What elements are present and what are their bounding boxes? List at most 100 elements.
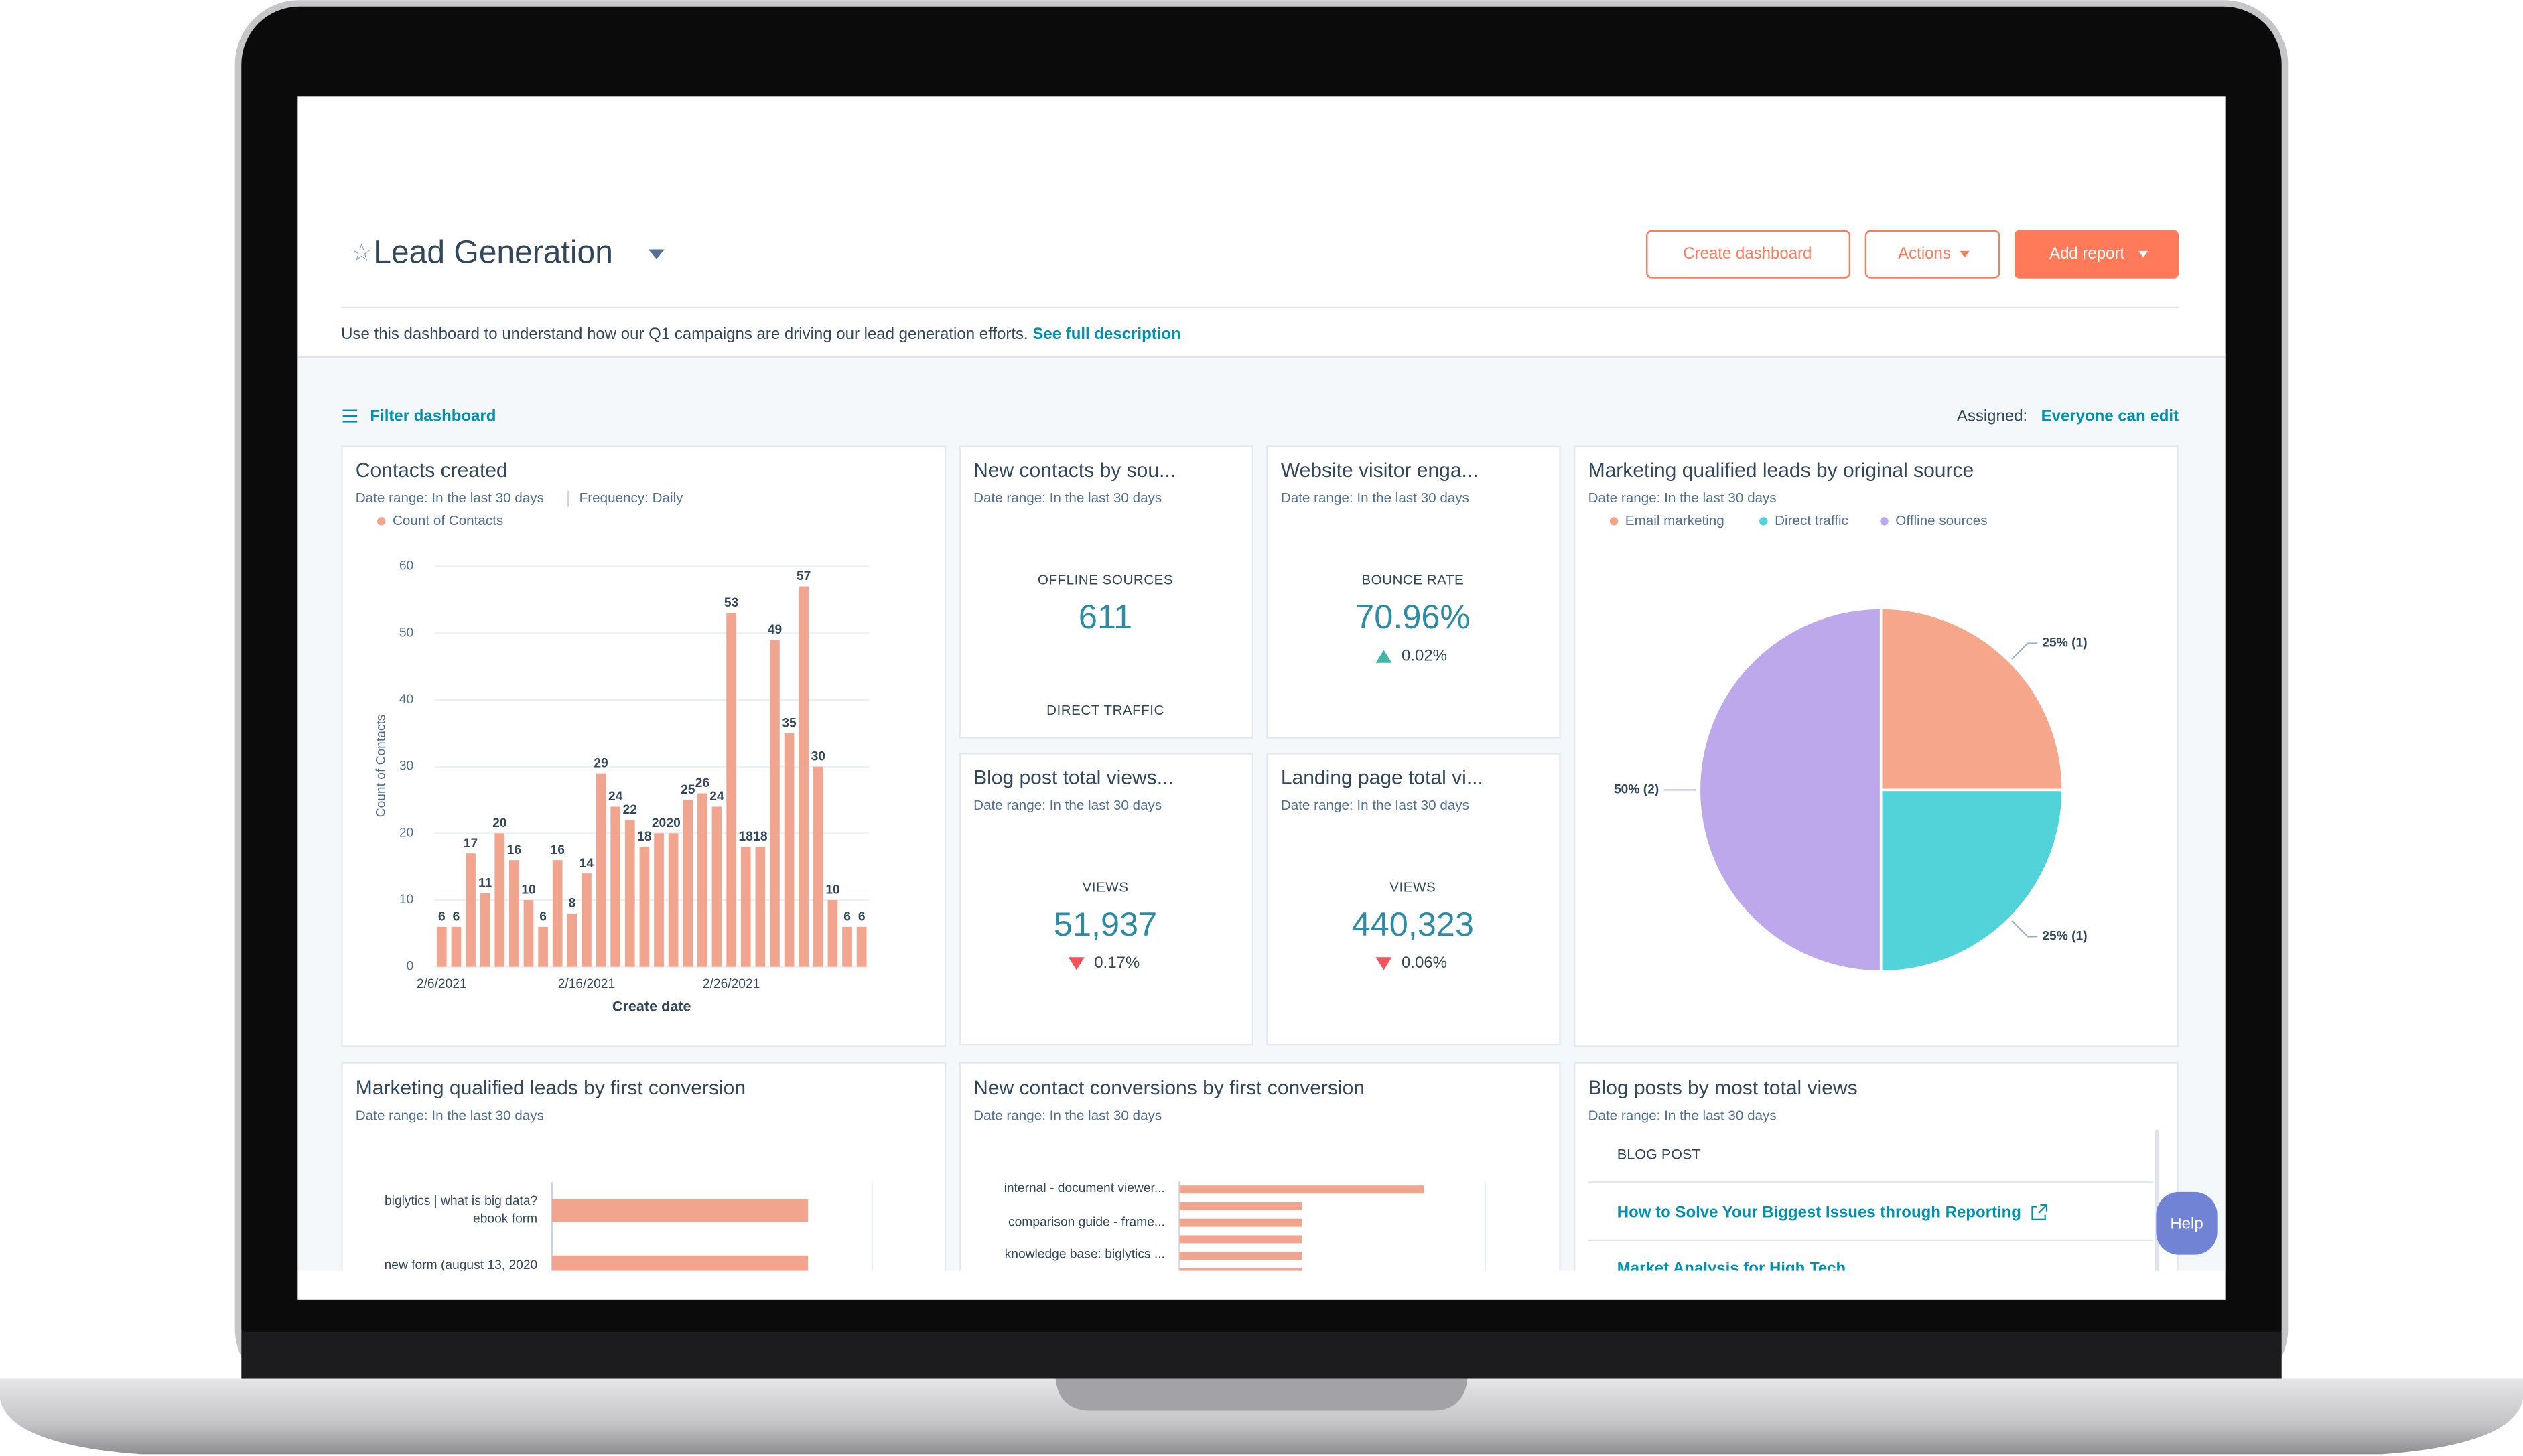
pie-slice [1879, 788, 2064, 973]
bar [624, 820, 635, 967]
bar [654, 833, 664, 967]
bar [639, 847, 650, 967]
data-label: 49 [768, 623, 782, 637]
description-link[interactable]: See full description [1032, 325, 1180, 343]
data-label: 6 [539, 910, 547, 924]
data-label: 29 [594, 756, 608, 770]
y-tick-label: comparison guide - frame... [1008, 1214, 1165, 1229]
data-label: 11 [478, 877, 492, 891]
legend-swatch [1759, 517, 1768, 526]
y-axis-label: Count of Contacts [374, 715, 388, 818]
x-tick-label: 2/26/2021 [703, 977, 760, 991]
trend-down-icon [1375, 957, 1392, 970]
bar [842, 926, 852, 967]
card-subtitle: Date range: In the last 30 days [1281, 490, 1469, 506]
card-title: Blog post total views... [973, 767, 1174, 789]
bar [1179, 1235, 1302, 1244]
card [341, 1062, 947, 1271]
data-label: 18 [739, 830, 754, 844]
bar [523, 899, 534, 967]
card-subtitle: Date range: In the last 30 days [1281, 798, 1469, 813]
card-title: New contact conversions by first convers… [973, 1077, 1365, 1099]
data-label: 20 [492, 816, 506, 830]
kpi-value: 611 [1079, 597, 1132, 636]
card-title: Landing page total vi... [1281, 767, 1483, 789]
y-tick-label: knowledge base: biglytics ... [1004, 1247, 1165, 1262]
data-label: 10 [825, 883, 839, 897]
data-label: 10 [521, 883, 535, 897]
data-label: 18 [753, 830, 768, 844]
category-label-box: new form (august 13, 2020 [384, 1258, 538, 1273]
button-label: Create dashboard [1683, 244, 1812, 263]
y-tick-label: 40 [399, 693, 413, 707]
bar [770, 640, 780, 967]
bezel-bottom [241, 1331, 2282, 1380]
x-tick-label: 2/16/2021 [558, 977, 615, 991]
create-dashboard-button[interactable] [1646, 230, 1851, 279]
x-axis-label: Create date [612, 997, 691, 1014]
card-subtitle: Date range: In the last 30 days [973, 490, 1162, 506]
bar [436, 926, 447, 967]
scrollbar[interactable] [2154, 1129, 2160, 1274]
legend-swatch [377, 517, 386, 526]
actions-button[interactable] [1864, 230, 2000, 279]
category-label-box: knowledge base: biglytics ... [1004, 1247, 1165, 1262]
category-label-box: comparison guide - frame... [1008, 1214, 1165, 1229]
data-label: 6 [858, 910, 866, 924]
bar [799, 586, 809, 967]
assigned-value[interactable]: Everyone can edit [2041, 407, 2179, 425]
y-tick-label: 50 [399, 626, 413, 640]
legend-label: Count of Contacts [393, 513, 503, 528]
screen-content: ☆ Lead Generation Create dashboard Actio… [297, 230, 2226, 1278]
bar [551, 1199, 809, 1222]
bar [596, 773, 606, 967]
card-title: Marketing qualified leads by original so… [1588, 459, 1974, 482]
card-title: New contacts by sou... [973, 459, 1176, 482]
data-label: 6 [438, 910, 446, 924]
leader-line [2011, 920, 2038, 938]
data-label: 35 [782, 716, 797, 730]
card-subtitle: Date range: In the last 30 days [1588, 1108, 1777, 1123]
card-subtitle: Date range: In the last 30 days [356, 490, 544, 506]
kpi-change: 0.17% [1094, 954, 1140, 972]
bar [668, 833, 679, 967]
table-link[interactable]: How to Solve Your Biggest Issues through… [1617, 1203, 2021, 1221]
kpi-change: 0.02% [1402, 646, 1447, 664]
add-report-button[interactable] [2015, 230, 2179, 279]
bar [582, 873, 592, 967]
data-label: 18 [637, 830, 652, 844]
card-title: Contacts created [356, 459, 508, 482]
bar [683, 800, 693, 967]
data-label: 26 [695, 776, 709, 790]
card [1266, 753, 1561, 1046]
y-tick-label: new form (august 13, 2020 [384, 1258, 538, 1273]
card-subtitle: Date range: In the last 30 days [356, 1108, 544, 1123]
kpi-value: 70.96% [1355, 597, 1470, 636]
card-title: Blog posts by most total views [1588, 1077, 1858, 1099]
bar [1179, 1252, 1302, 1260]
data-label: 16 [551, 843, 565, 857]
bar [466, 853, 476, 967]
help-button[interactable] [2156, 1191, 2218, 1255]
filter-icon[interactable] [342, 409, 358, 423]
filter-dashboard[interactable]: Filter dashboard [370, 407, 496, 425]
button-label: Add report [2049, 244, 2124, 263]
description: Use this dashboard to understand how our… [341, 325, 1181, 343]
bar [451, 926, 462, 967]
bar [726, 613, 736, 967]
data-label: 57 [797, 569, 811, 583]
bar [784, 733, 795, 967]
button-caret [1960, 250, 1970, 258]
trend-down-icon [1068, 957, 1085, 970]
favorite-star[interactable]: ☆ [351, 238, 372, 266]
data-label: 16 [507, 843, 521, 857]
kpi-footer: DIRECT TRAFFIC [1046, 703, 1164, 718]
kpi-value: 440,323 [1352, 905, 1474, 943]
card [959, 445, 1253, 739]
data-label: 20 [652, 816, 666, 830]
title-caret[interactable] [648, 249, 665, 259]
table-link[interactable]: Market Analysis for High Tech [1617, 1260, 1846, 1278]
y-tick-label: 10 [399, 893, 413, 907]
kpi-value: 51,937 [1054, 905, 1157, 943]
data-label: 30 [811, 749, 825, 763]
